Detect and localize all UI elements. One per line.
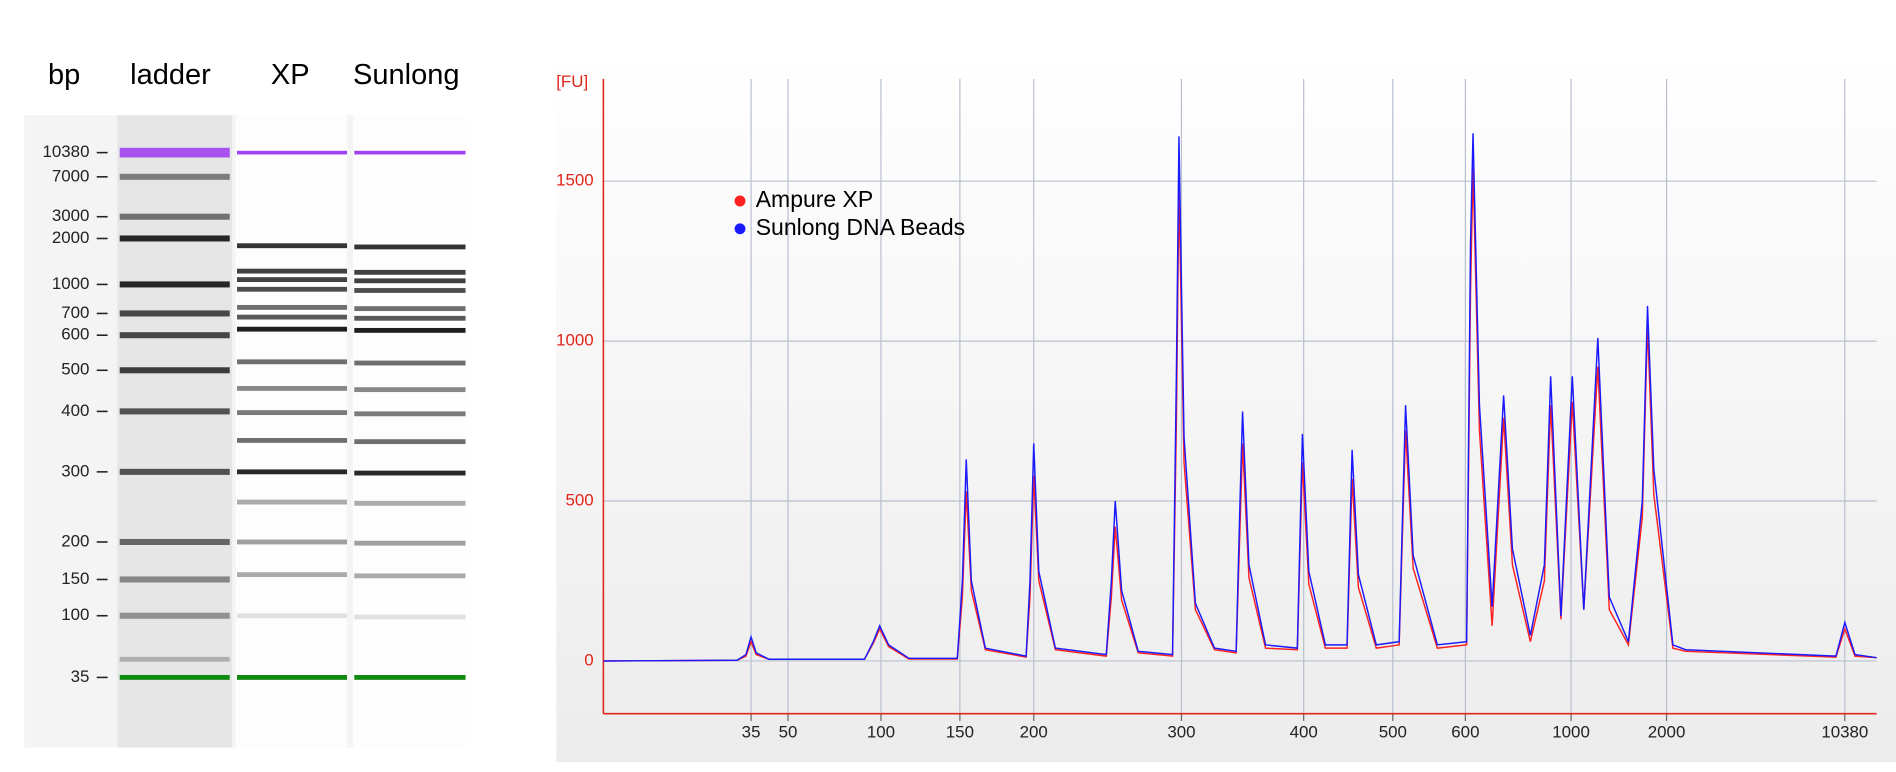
band — [119, 213, 230, 220]
lane-label: Sunlong — [353, 59, 460, 91]
x-tick-label: 500 — [1379, 723, 1407, 742]
y-tick-label: 500 — [565, 490, 593, 509]
x-tick-label: 200 — [1020, 723, 1048, 742]
x-tick-label: 300 — [1167, 723, 1195, 742]
band — [237, 359, 348, 365]
band — [354, 288, 466, 293]
band — [237, 572, 348, 578]
band — [237, 243, 348, 249]
size-label: 100 — [61, 605, 89, 624]
band — [237, 437, 348, 443]
band — [119, 173, 230, 180]
band — [119, 310, 230, 317]
legend-label: Sunlong DNA Beads — [756, 214, 965, 240]
size-label: 400 — [61, 401, 89, 420]
x-tick-label: 1000 — [1552, 723, 1590, 742]
band — [354, 315, 466, 321]
axis-label: bp — [48, 59, 80, 91]
band — [354, 278, 466, 284]
band — [237, 286, 348, 292]
band — [237, 386, 348, 391]
band — [354, 573, 466, 579]
band — [237, 326, 348, 332]
band — [119, 612, 230, 619]
band — [354, 500, 466, 506]
size-label: 500 — [61, 360, 89, 379]
band — [354, 614, 466, 620]
band — [354, 387, 466, 393]
band — [237, 410, 348, 416]
band — [354, 540, 466, 546]
x-tick-label: 100 — [867, 723, 895, 742]
band — [354, 269, 466, 275]
band — [119, 147, 230, 158]
ladder-lane — [117, 115, 233, 748]
sunlong-lane — [353, 115, 466, 748]
band — [237, 277, 348, 283]
size-label: 300 — [61, 461, 89, 480]
y-tick-label: 1500 — [556, 171, 594, 190]
band — [119, 538, 230, 546]
size-label: 150 — [61, 569, 89, 588]
band — [237, 150, 348, 155]
size-label: 10380 — [42, 142, 89, 161]
band — [354, 306, 466, 312]
band — [237, 314, 348, 320]
size-label: 200 — [61, 531, 89, 550]
size-label: 7000 — [52, 166, 90, 185]
band — [354, 327, 466, 333]
size-label: 1000 — [52, 274, 90, 293]
legend-label: Ampure XP — [756, 186, 873, 212]
series-line — [603, 133, 1877, 662]
x-tick-label: 10380 — [1821, 723, 1868, 742]
size-label: 600 — [61, 325, 89, 344]
band — [119, 281, 230, 288]
band — [119, 235, 230, 242]
y-tick-label: 0 — [584, 650, 593, 669]
gel: bp ladder XP Sunlong 10380 7000 3000 2000 1000 70… — [42, 59, 466, 686]
band — [354, 470, 466, 476]
band — [119, 674, 230, 680]
legend-marker — [734, 223, 746, 235]
band — [119, 367, 230, 374]
x-tick-label: 2000 — [1648, 723, 1686, 742]
size-label: 700 — [61, 303, 89, 322]
band — [119, 656, 230, 662]
electropherogram: 0 500 1000 1500 35 50 100 150 200 300 400 500 600 100… — [556, 72, 1877, 742]
band — [119, 408, 230, 415]
band — [237, 613, 348, 619]
band — [354, 439, 466, 445]
size-label: 3000 — [52, 206, 90, 225]
band — [119, 576, 230, 583]
xp-lane — [235, 115, 348, 748]
x-tick-label: 400 — [1290, 723, 1318, 742]
x-tick-label: 50 — [779, 723, 798, 742]
size-label: 2000 — [52, 228, 90, 247]
band — [354, 244, 466, 250]
lane-label: ladder — [130, 59, 211, 91]
band — [237, 674, 348, 680]
size-label: 35 — [71, 667, 90, 686]
band — [119, 332, 230, 339]
x-tick-label: 600 — [1451, 723, 1479, 742]
band — [237, 539, 348, 545]
band — [354, 674, 466, 680]
x-tick-label: 35 — [742, 723, 761, 742]
band — [354, 150, 466, 155]
y-tick-label: 1000 — [556, 331, 594, 350]
band — [237, 469, 348, 475]
band — [354, 411, 466, 417]
y-axis-label: [FU] — [556, 72, 588, 91]
band — [237, 499, 348, 505]
band — [354, 360, 466, 366]
lane-label: XP — [271, 59, 310, 91]
band — [119, 468, 230, 475]
band — [237, 268, 348, 274]
band — [237, 304, 348, 310]
legend-marker — [734, 195, 746, 207]
x-tick-label: 150 — [946, 723, 974, 742]
